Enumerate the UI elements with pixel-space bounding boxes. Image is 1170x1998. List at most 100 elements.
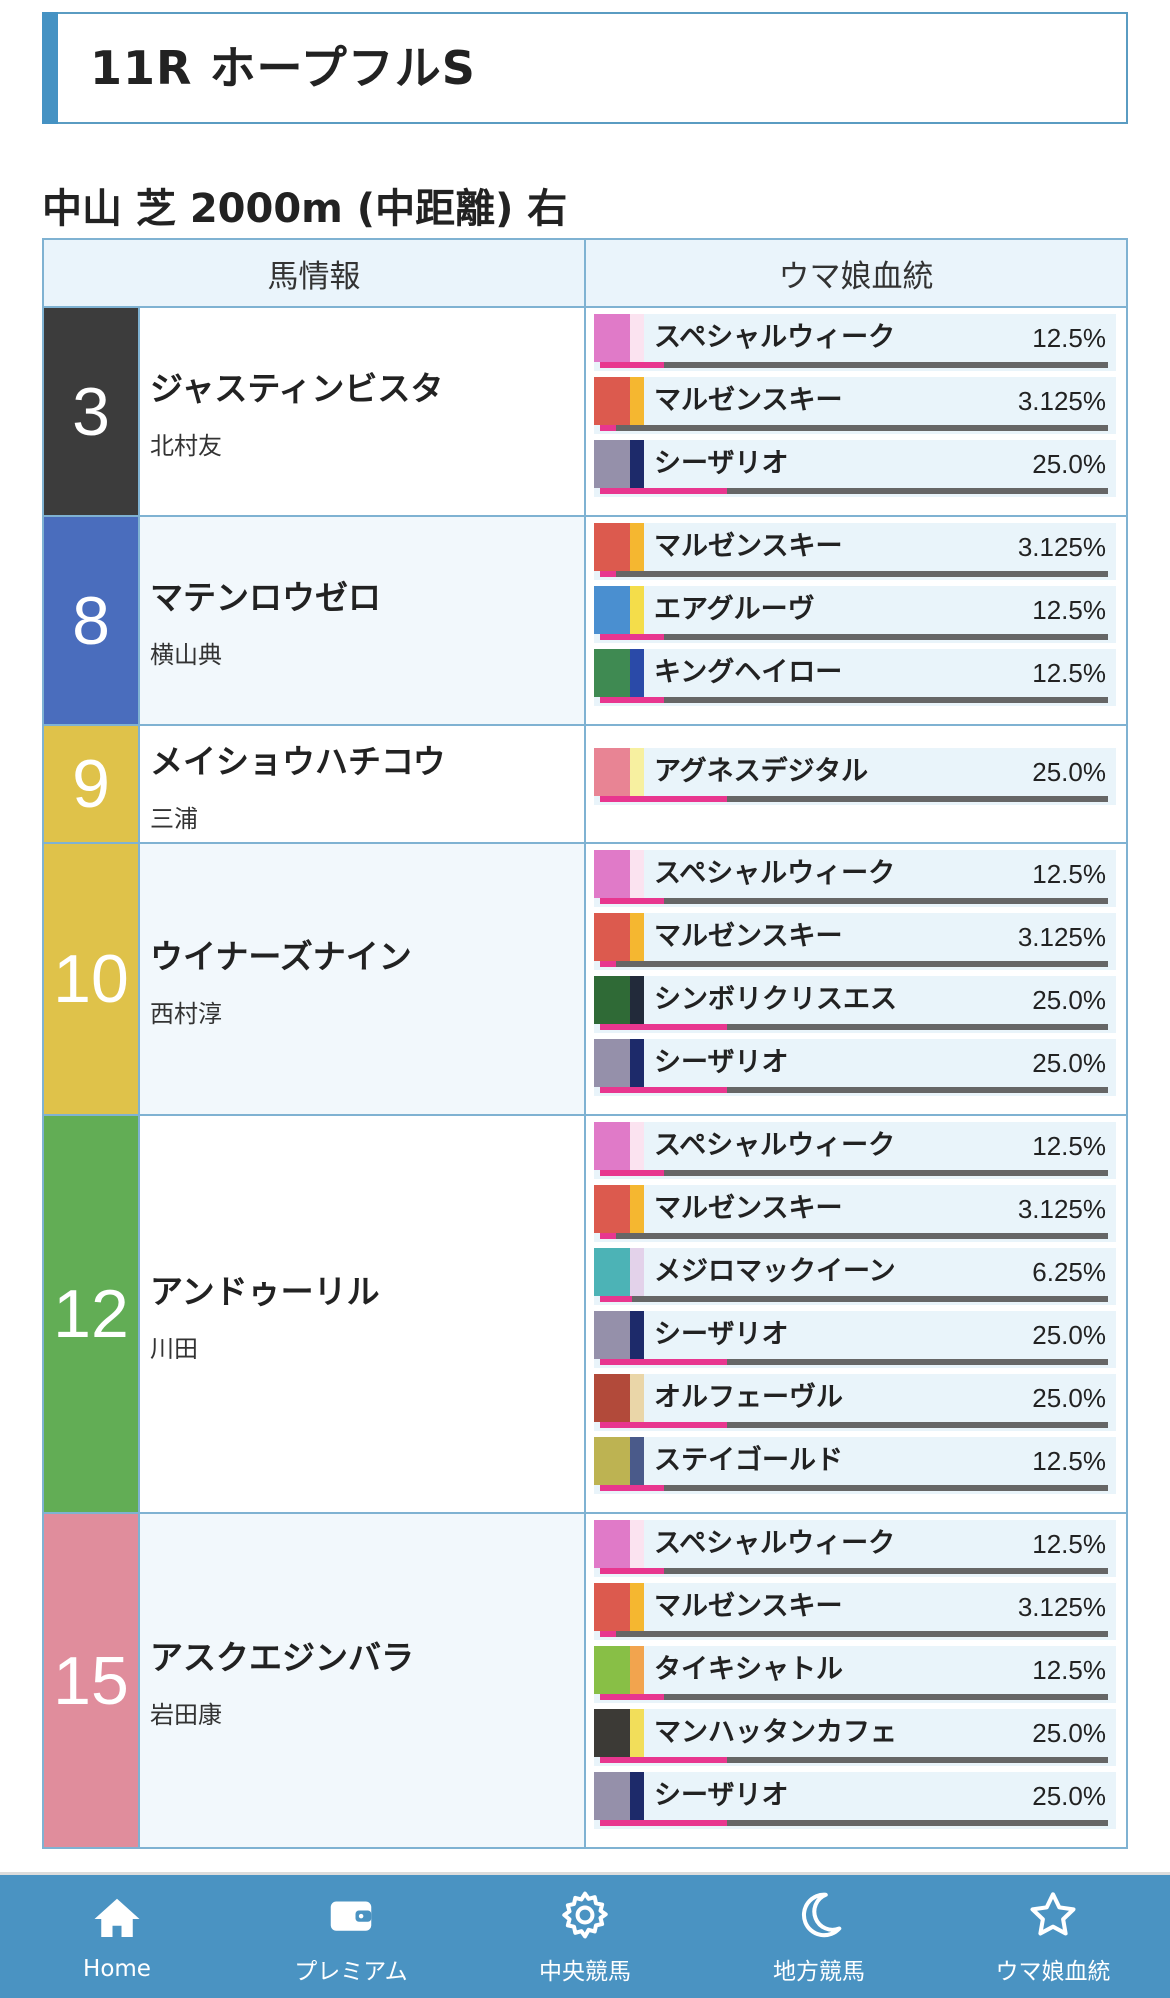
horse-row[interactable]: 8 マテンロウゼロ横山典 マルゼンスキー 3.125% エアグルーヴ 12.5% キングヘイ…: [42, 517, 1128, 726]
jockey-name: 横山典: [150, 641, 222, 669]
bottom-nav: Home プレミアム 中央競馬 地方競馬 ウマ娘血統: [0, 1872, 1170, 1998]
horse-row[interactable]: 15 アスクエジンバラ 岩田康 スペシャルウィーク 12.5% マルゼンスキー 3.125%…: [42, 1514, 1128, 1849]
umamusume-color-sub: [630, 1583, 644, 1631]
umamusume-color-main: [594, 1437, 630, 1485]
umamusume-name: メジロマックイーン: [654, 1256, 896, 1287]
blood-ratio-fill: [600, 1296, 632, 1302]
blood-ratio-bar: [600, 488, 1108, 494]
umamusume-name: シーザリオ: [654, 1319, 789, 1350]
horse-name[interactable]: メイショウハチコウ: [150, 741, 446, 781]
umamusume-color-sub: [630, 1709, 644, 1757]
bloodline-item[interactable]: タイキシャトル 12.5%: [594, 1646, 1116, 1703]
horse-number: 9: [44, 726, 140, 842]
horse-row[interactable]: 12 アンドゥーリル 川田 スペシャルウィーク 12.5% マルゼンスキー 3.125% メジ…: [42, 1116, 1128, 1514]
bloodline-item[interactable]: ステイゴールド 12.5%: [594, 1437, 1116, 1494]
umamusume-color-main: [594, 314, 630, 362]
bloodline-item[interactable]: オルフェーヴル 25.0%: [594, 1374, 1116, 1431]
umamusume-color-sub: [630, 976, 644, 1024]
horse-name[interactable]: アンドゥーリル: [150, 1271, 380, 1311]
horse-name[interactable]: マテンロウゼロ: [150, 578, 381, 617]
blood-percentage: 12.5%: [1032, 1446, 1106, 1476]
umamusume-color-main: [594, 1039, 630, 1087]
bloodline-item[interactable]: スペシャルウィーク 12.5%: [594, 1122, 1116, 1179]
nav-item-wallet[interactable]: プレミアム: [234, 1875, 468, 1998]
horse-row[interactable]: 9 メイショウハチコウ 三浦 アグネスデジタル 25.0%: [42, 726, 1128, 844]
horse-info: メイショウハチコウ 三浦: [140, 726, 586, 842]
umamusume-color-main: [594, 850, 630, 898]
nav-item-moon[interactable]: 地方競馬: [702, 1875, 936, 1998]
nav-item-star[interactable]: ウマ娘血統: [936, 1875, 1170, 1998]
bloodline-item[interactable]: メジロマックイーン 6.25%: [594, 1248, 1116, 1305]
horse-name[interactable]: ウイナーズナイン: [150, 936, 412, 976]
blood-ratio-bar: [600, 634, 1108, 640]
blood-ratio-bar: [600, 425, 1108, 431]
umamusume-color-sub: [630, 377, 644, 425]
horse-number: 8: [44, 517, 140, 724]
bloodline-item[interactable]: スペシャルウィーク 12.5%: [594, 1520, 1116, 1577]
umamusume-color-main: [594, 1248, 630, 1296]
nav-item-gear[interactable]: 中央競馬: [468, 1875, 702, 1998]
bloodline-item[interactable]: マルゼンスキー 3.125%: [594, 377, 1116, 434]
umamusume-color-sub: [630, 586, 644, 634]
horse-row[interactable]: 3 ジャスティンビスタ 北村友 スペシャルウィーク 12.5% マルゼンスキー 3.125%…: [42, 308, 1128, 517]
umamusume-color-main: [594, 1709, 630, 1757]
bloodline-item[interactable]: キングヘイロー 12.5%: [594, 649, 1116, 706]
horse-name[interactable]: ジャスティンビスタ: [150, 369, 444, 408]
blood-percentage: 3.125%: [1017, 1194, 1106, 1224]
bloodline-item[interactable]: シーザリオ 25.0%: [594, 1311, 1116, 1368]
blood-ratio-bar: [600, 796, 1108, 802]
blood-ratio-bar: [600, 1820, 1108, 1826]
bloodline-item[interactable]: アグネスデジタル 25.0%: [594, 748, 1116, 805]
blood-ratio-fill: [600, 1485, 664, 1491]
horse-info: アスクエジンバラ岩田康: [140, 1514, 586, 1847]
blood-percentage: 6.25%: [1032, 1257, 1106, 1287]
bloodline-item[interactable]: マルゼンスキー 3.125%: [594, 1185, 1116, 1242]
umamusume-color-main: [594, 1185, 630, 1233]
jockey-name: 岩田康: [150, 1701, 222, 1729]
bloodline-item[interactable]: シーザリオ 25.0%: [594, 1039, 1116, 1096]
umamusume-color-main: [594, 913, 630, 961]
horse-info: アンドゥーリル 川田: [140, 1116, 586, 1512]
blood-percentage: 25.0%: [1032, 1718, 1106, 1748]
blood-ratio-fill: [600, 1087, 727, 1093]
blood-ratio-fill: [600, 1233, 616, 1239]
blood-ratio-bar: [600, 1568, 1108, 1574]
horse-info: ウイナーズナイン 西村淳: [140, 844, 586, 1114]
bloodline-item[interactable]: エアグルーヴ 12.5%: [594, 586, 1116, 643]
bloodline-item[interactable]: マンハッタンカフェ 25.0%: [594, 1709, 1116, 1766]
blood-ratio-bar: [600, 961, 1108, 967]
blood-percentage: 25.0%: [1032, 449, 1106, 479]
gear-icon: [558, 1888, 612, 1946]
horse-row[interactable]: 10 ウイナーズナイン 西村淳 スペシャルウィーク 12.5% マルゼンスキー 3.125%…: [42, 844, 1128, 1116]
umamusume-color-sub: [630, 1437, 644, 1485]
bloodline-item[interactable]: シンボリクリスエス 25.0%: [594, 976, 1116, 1033]
blood-ratio-bar: [600, 1087, 1108, 1093]
blood-ratio-fill: [600, 1820, 727, 1826]
bloodline-item[interactable]: シーザリオ 25.0%: [594, 1772, 1116, 1829]
blood-ratio-fill: [600, 1170, 664, 1176]
bloodline-item[interactable]: スペシャルウィーク 12.5%: [594, 314, 1116, 371]
nav-label: Home: [83, 1955, 151, 1982]
bloodline-item[interactable]: スペシャルウィーク 12.5%: [594, 850, 1116, 907]
blood-ratio-fill: [600, 425, 616, 431]
bloodline-item[interactable]: マルゼンスキー 3.125%: [594, 913, 1116, 970]
blood-percentage: 25.0%: [1032, 985, 1106, 1015]
bloodline-item[interactable]: シーザリオ 25.0%: [594, 440, 1116, 497]
home-icon: [90, 1892, 144, 1950]
nav-label: プレミアム: [294, 1958, 408, 1985]
table-header: 馬情報 ウマ娘血統: [42, 238, 1128, 308]
umamusume-color-sub: [630, 523, 644, 571]
horse-name[interactable]: アスクエジンバラ: [150, 1638, 414, 1677]
bloodline-item[interactable]: マルゼンスキー 3.125%: [594, 523, 1116, 580]
bloodline-item[interactable]: マルゼンスキー 3.125%: [594, 1583, 1116, 1640]
blood-percentage: 25.0%: [1032, 1383, 1106, 1413]
bloodline-list: アグネスデジタル 25.0%: [586, 726, 1126, 842]
bloodline-list: スペシャルウィーク 12.5% マルゼンスキー 3.125% タイキシャトル 12.5% マ…: [586, 1514, 1126, 1847]
umamusume-name: マルゼンスキー: [654, 921, 843, 952]
nav-item-home[interactable]: Home: [0, 1875, 234, 1998]
umamusume-color-sub: [630, 1122, 644, 1170]
jockey-name: 川田: [150, 1334, 198, 1363]
umamusume-color-main: [594, 1311, 630, 1359]
blood-ratio-fill: [600, 697, 664, 703]
umamusume-color-sub: [630, 748, 644, 796]
